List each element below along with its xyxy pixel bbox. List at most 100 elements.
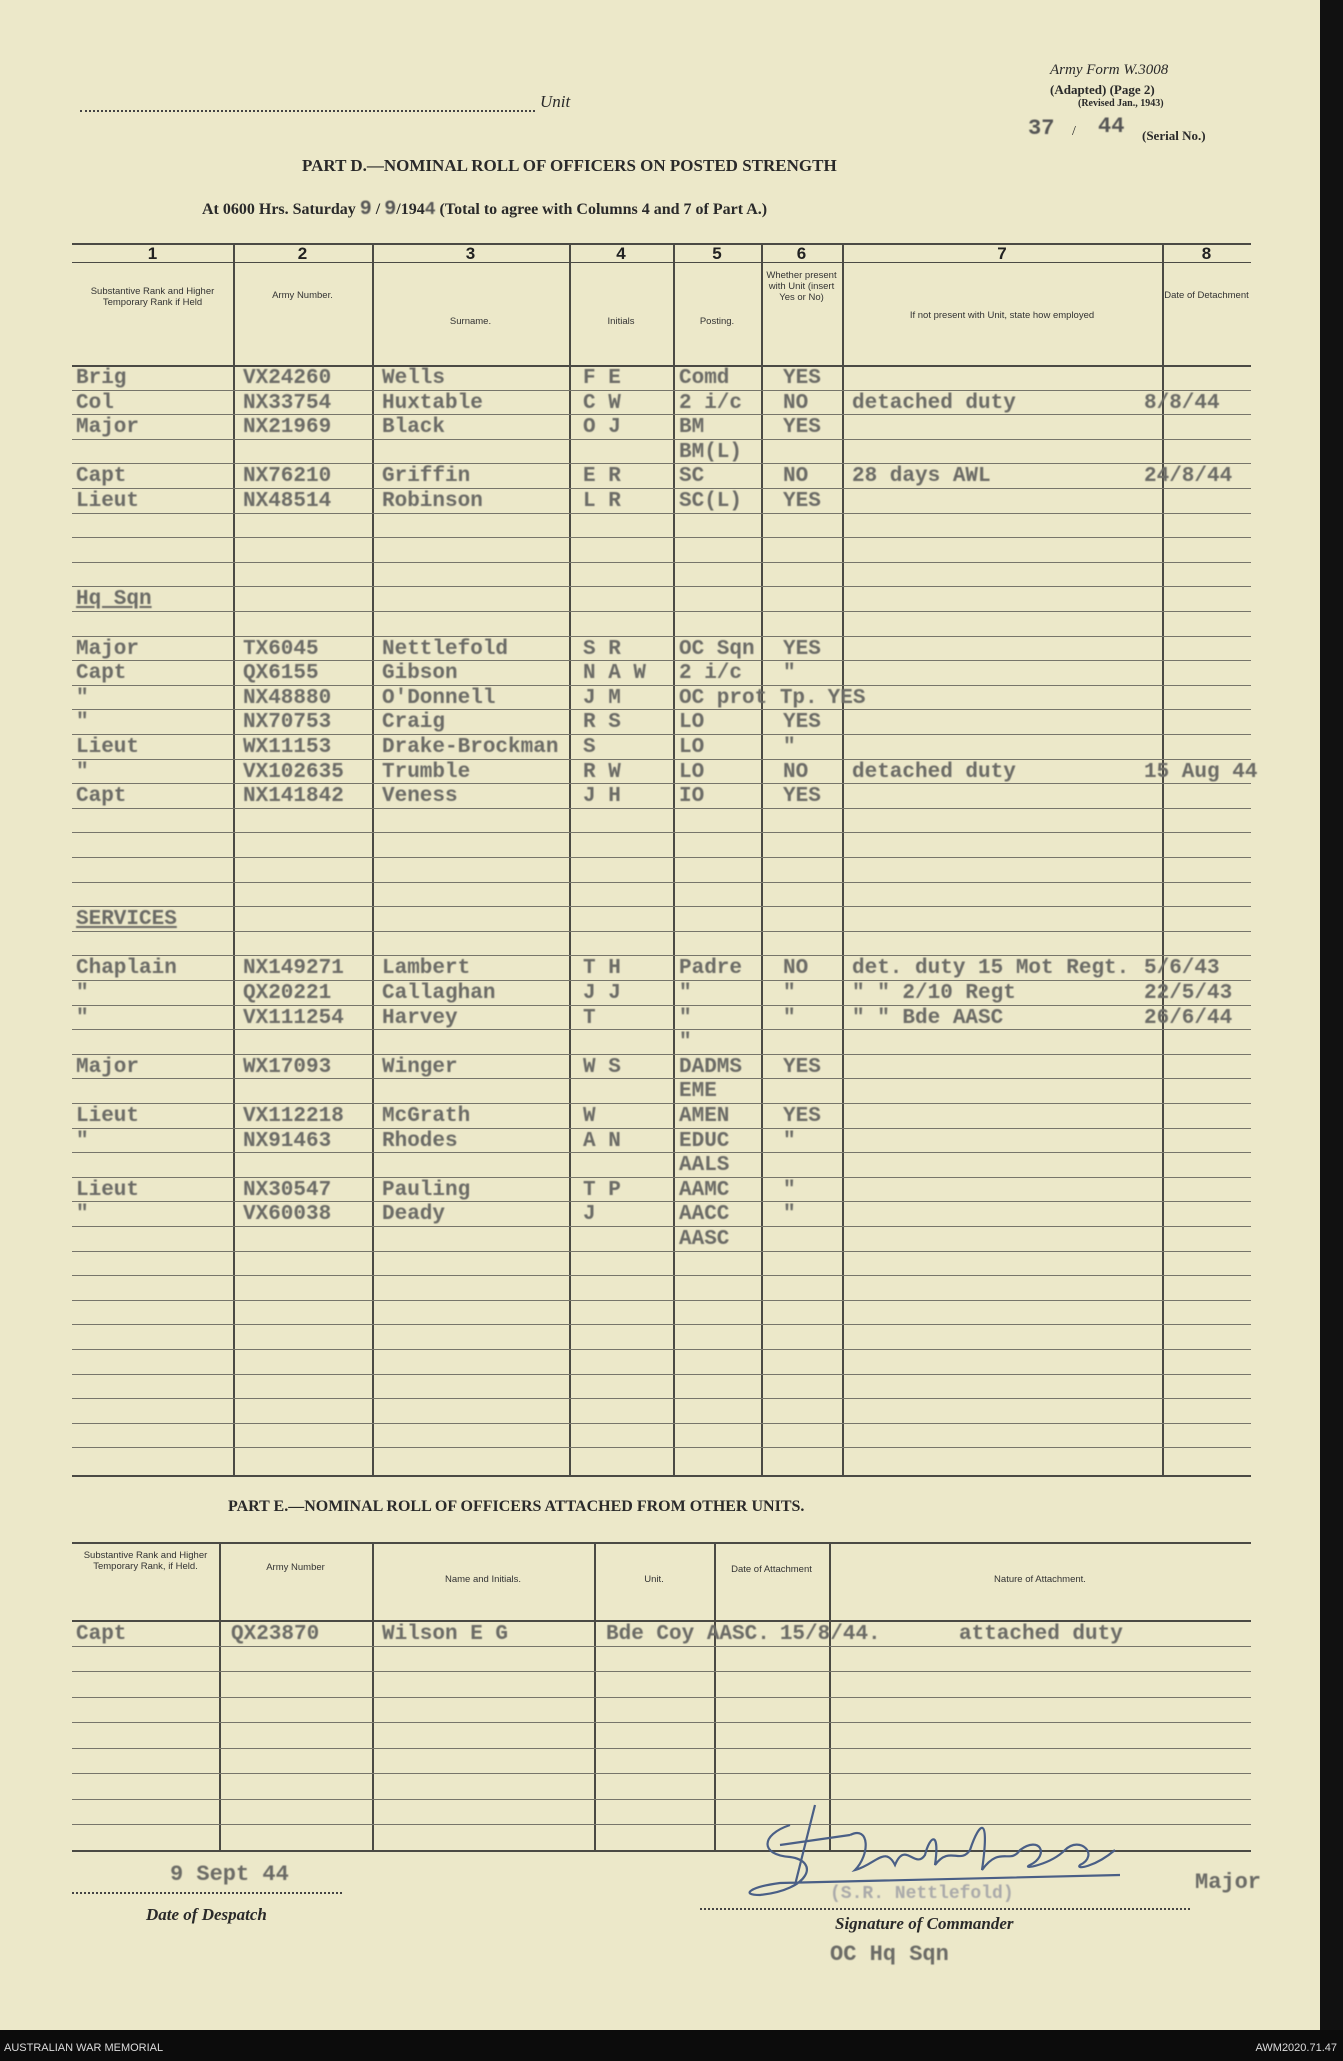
- serial-label: (Serial No.): [1142, 128, 1206, 143]
- row-rule: [72, 438, 1251, 440]
- table-cell: Comd: [679, 367, 730, 390]
- table-cell: Wilson E G: [382, 1623, 509, 1646]
- table-cell: NX30547: [243, 1178, 332, 1202]
- army-form-label: Army Form W.3008: [1050, 62, 1169, 78]
- table-cell: attached duty: [959, 1623, 1123, 1646]
- table-cell: VX111254: [243, 1006, 344, 1030]
- table-cell: AALS: [679, 1154, 730, 1178]
- table-cell: W S: [583, 1055, 621, 1079]
- row-rule: [72, 881, 1251, 883]
- table-cell: Hq Sqn: [76, 588, 152, 612]
- row-rule: [72, 758, 1251, 760]
- row-rule: [72, 537, 1251, 539]
- commander-rank: Major: [1195, 1870, 1262, 1895]
- row-rule: [72, 1696, 1251, 1698]
- row-rule: [72, 783, 1251, 785]
- roll-year-digit: 4: [424, 200, 436, 220]
- table-cell: AACC: [679, 1203, 730, 1227]
- serial-number: 37: [1028, 116, 1055, 141]
- table-cell: YES: [783, 785, 821, 809]
- table-cell: YES: [783, 1055, 821, 1079]
- column-divider: [372, 243, 374, 1475]
- table-cell: ": [76, 1203, 89, 1227]
- row-rule: [72, 930, 1251, 932]
- part-d-title: PART D.—NOMINAL ROLL OF OFFICERS ON POST…: [302, 156, 837, 175]
- table-cell: Deady: [382, 1203, 446, 1227]
- table-cell: ": [679, 1006, 692, 1030]
- table-cell: ": [783, 736, 796, 759]
- column-header: Name and Initials.: [444, 1574, 522, 1585]
- signature-typed-name: (S.R. Nettlefold): [830, 1884, 1014, 1904]
- table-cell: YES: [827, 686, 866, 710]
- column-header: Date of Detachment: [1164, 290, 1249, 301]
- table-cell: NX141842: [243, 785, 344, 809]
- table-cell: Craig: [382, 711, 446, 735]
- table-cell: ": [783, 1006, 796, 1030]
- row-rule: [72, 660, 1251, 662]
- despatch-label: Date of Despatch: [146, 1905, 267, 1924]
- table-cell: TX6045: [243, 637, 319, 661]
- table-cell: Chaplain: [76, 957, 177, 981]
- table-cell: Lieut: [76, 1105, 140, 1128]
- table-cell: 2 i/c: [679, 662, 743, 686]
- table-cell: NO: [783, 957, 809, 981]
- column-header: Surname.: [449, 316, 492, 327]
- table-cell: NO: [783, 391, 809, 415]
- table-cell: ": [679, 982, 692, 1005]
- table-cell: 22/5/43: [1144, 982, 1233, 1005]
- table-cell: 8/8/44: [1144, 391, 1220, 415]
- row-rule: [72, 857, 1251, 858]
- table-cell: Harvey: [382, 1006, 458, 1030]
- serial-separator: /: [1072, 124, 1076, 139]
- archive-footer: AUSTRALIAN WAR MEMORIAL AWM2020.71.47: [0, 2030, 1343, 2061]
- row-rule: [72, 1250, 1251, 1252]
- table-top-rule: [72, 243, 1251, 245]
- table-cell: AAMC: [679, 1178, 730, 1202]
- table-cell: Major: [76, 416, 140, 440]
- table-cell: VX60038: [243, 1203, 332, 1227]
- column-divider: [233, 243, 235, 1475]
- table-cell: Major: [76, 1055, 140, 1079]
- table-cell: EDUC: [679, 1129, 730, 1153]
- table-cell: NX48514: [243, 490, 332, 513]
- column-header: Whether present with Unit (insert Yes or…: [766, 270, 837, 303]
- despatch-date: 9 Sept 44: [170, 1862, 289, 1887]
- table-cell: Gibson: [382, 662, 458, 686]
- row-rule: [72, 1226, 1251, 1227]
- row-rule: [72, 586, 1251, 588]
- column-header: Substantive Rank and Higher Temporary Ra…: [90, 286, 215, 308]
- row-rule: [72, 1275, 1251, 1277]
- table-cell: R S: [583, 711, 621, 735]
- table-cell: ": [76, 711, 89, 735]
- table-cell: DADMS: [679, 1055, 743, 1079]
- archive-id: AWM2020.71.47: [1255, 2042, 1337, 2054]
- table-cell: L R: [583, 490, 621, 513]
- table-cell: VX24260: [243, 367, 332, 390]
- row-rule: [72, 1645, 1251, 1647]
- table-bottom-rule: [72, 1850, 1251, 1852]
- table-cell: Wells: [382, 367, 446, 390]
- table-cell: J: [583, 1203, 596, 1227]
- header-bottom-rule: [72, 1620, 1251, 1622]
- row-rule: [72, 1398, 1251, 1400]
- table-cell: NX33754: [243, 391, 332, 415]
- row-rule: [72, 1103, 1251, 1104]
- table-cell: QX23870: [231, 1623, 320, 1646]
- table-cell: NO: [783, 465, 809, 489]
- row-rule: [72, 1152, 1251, 1154]
- signature-label: Signature of Commander: [835, 1914, 1014, 1933]
- table-cell: Col: [76, 391, 114, 415]
- year-prefix: /194: [396, 201, 425, 218]
- table-cell: SC: [679, 465, 705, 489]
- row-rule: [72, 488, 1251, 489]
- table-cell: R W: [583, 760, 621, 784]
- table-cell: Black: [382, 416, 446, 440]
- table-cell: Winger: [382, 1055, 458, 1079]
- table-cell: Capt: [76, 465, 127, 489]
- table-cell: NO: [783, 760, 809, 784]
- row-rule: [72, 1176, 1251, 1178]
- column-divider: [372, 1542, 374, 1850]
- row-rule: [72, 1299, 1251, 1301]
- table-cell: YES: [783, 711, 821, 735]
- table-cell: Major: [76, 637, 140, 661]
